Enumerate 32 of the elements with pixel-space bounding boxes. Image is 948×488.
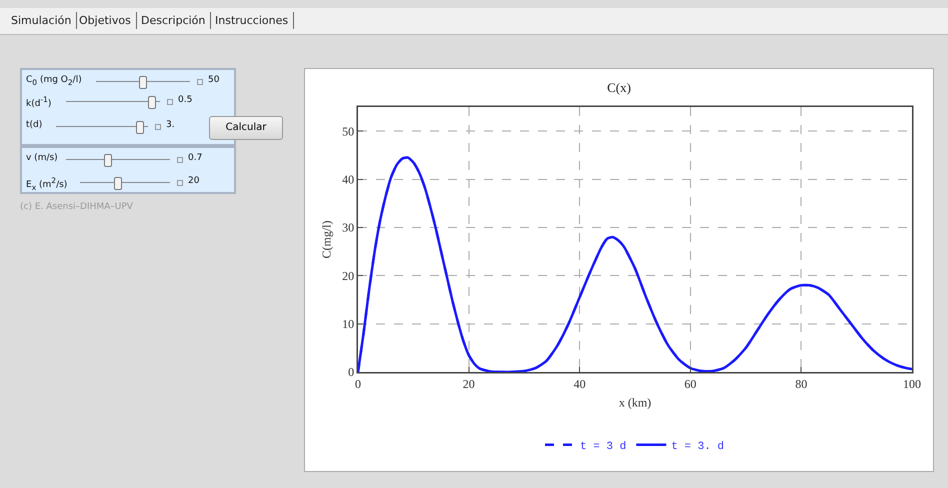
text: (c) E. Asensi–DIHMA–UPV (20, 202, 133, 212)
y-tick-label: 40 (342, 172, 354, 186)
chart-title: C(x) (607, 80, 631, 96)
text: v (m/s) (26, 153, 58, 163)
x-tick-label: 60 (684, 376, 696, 391)
legend-label: t = 3. d (671, 441, 724, 454)
x-tick-label: 100 (903, 376, 921, 391)
text: Simulación (6, 12, 78, 29)
y-tick-label: 50 (342, 124, 354, 138)
text: 3. (166, 120, 175, 130)
y-tick-label: 0 (348, 365, 354, 380)
text: 0.7 (188, 153, 202, 163)
text: Objetivos (74, 12, 137, 29)
x-axis-title: x (km) (618, 396, 652, 410)
text: 0.5 (178, 95, 192, 105)
text: Descripción (136, 12, 212, 29)
text: Calcular (209, 116, 283, 140)
y-tick-label: 10 (342, 317, 354, 332)
legend-label: t = 3 d (580, 441, 626, 454)
text: 20 (188, 176, 200, 186)
y-tick-label: 30 (342, 220, 354, 235)
text: C$_{0}$ (mg O$_{2}$/l) (26, 75, 82, 87)
text: E$_{x}$ (m$^{2}$/s) (26, 176, 68, 192)
x-tick-label: 20 (462, 376, 475, 391)
text: t(d) (26, 120, 42, 130)
text: k(d$^{-1}$) (26, 95, 52, 109)
y-axis-title: C(mg/l) (320, 220, 334, 258)
y-tick-label: 20 (342, 268, 354, 283)
text: Instrucciones (210, 12, 294, 29)
x-tick-label: 40 (574, 376, 586, 391)
x-tick-label: 80 (795, 376, 808, 391)
text: 50 (208, 75, 220, 85)
